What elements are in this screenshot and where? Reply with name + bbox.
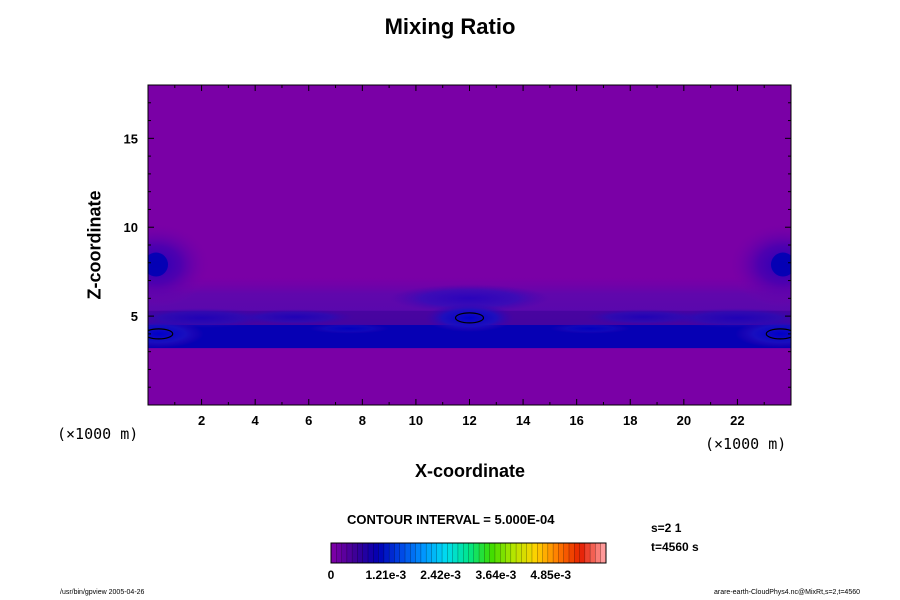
upper-lobe-right — [727, 222, 791, 307]
colorbar-tick-label: 3.64e-3 — [476, 568, 517, 582]
colorbar-cell — [331, 543, 337, 563]
colorbar-cell — [479, 543, 485, 563]
x-tick-label: 14 — [516, 413, 531, 428]
colorbar-cell — [452, 543, 459, 563]
band-blob — [550, 323, 631, 334]
lobe-core — [148, 252, 169, 277]
colorbar-cell — [558, 543, 564, 563]
layer-band — [148, 325, 791, 349]
colorbar-cell — [399, 543, 406, 563]
band-blob — [235, 309, 356, 325]
right-maximum — [735, 319, 791, 348]
colorbar-tick-label: 0 — [328, 568, 335, 582]
contour-line — [765, 328, 791, 340]
x-tick-label: 22 — [730, 413, 744, 428]
colorbar-cell — [383, 543, 390, 563]
contour-line — [454, 312, 485, 324]
colorbar-cell — [473, 543, 480, 563]
colorbar-cell — [505, 543, 512, 563]
colorbar-cell — [431, 543, 438, 563]
colorbar-cell — [373, 543, 379, 563]
colorbar-cell — [468, 543, 475, 563]
colorbar-cell — [410, 543, 416, 563]
x-tick-label: 18 — [623, 413, 637, 428]
colorbar-cell — [357, 543, 364, 563]
lobe-core — [770, 252, 791, 277]
colorbar-cell — [494, 543, 501, 563]
colorbar-cell — [574, 543, 580, 563]
colorbar-cell — [394, 543, 401, 563]
t-annotation: t=4560 s — [651, 540, 699, 554]
x-tick-label: 8 — [359, 413, 366, 428]
colorbar-cell — [341, 543, 348, 563]
colorbar-cell — [521, 543, 527, 563]
colorbar-cell — [489, 543, 496, 563]
x-tick-label: 20 — [677, 413, 691, 428]
z-tick-label: 5 — [131, 309, 138, 324]
central-maximum — [424, 303, 515, 332]
colorbar-cell — [484, 543, 490, 563]
colorbar-cell — [526, 543, 533, 563]
x-tick-label: 6 — [305, 413, 312, 428]
contour-line — [148, 328, 174, 340]
colorbar-cell — [553, 543, 559, 563]
s-annotation: s=2 1 — [651, 521, 682, 535]
colorbar-cell — [568, 543, 575, 563]
colorbar-cell — [405, 543, 411, 563]
colorbar-cell — [595, 543, 602, 563]
colorbar-cell — [579, 543, 586, 563]
colorbar-cell — [457, 543, 464, 563]
colorbar-cell — [563, 543, 570, 563]
colorbar-cell — [500, 543, 506, 563]
left-maximum — [148, 319, 204, 348]
z-tick-label: 15 — [124, 131, 138, 146]
colorbar-cell — [584, 543, 591, 563]
x-tick-label: 10 — [409, 413, 423, 428]
colorbar-cell — [368, 543, 374, 563]
footer-command: /usr/bin/gpview 2005-04-26 — [60, 589, 145, 596]
colorbar-cell — [442, 543, 448, 563]
colorbar-cell — [415, 543, 422, 563]
x-tick-label: 4 — [252, 413, 260, 428]
chart-title: Mixing Ratio — [384, 14, 516, 39]
z-axis-unit: (×1000 m) — [57, 425, 139, 443]
field-background — [148, 85, 791, 405]
z-tick-label: 10 — [124, 220, 138, 235]
colorbar-cell — [346, 543, 353, 563]
colorbar-tick-label: 2.42e-3 — [420, 568, 461, 582]
x-tick-label: 16 — [569, 413, 583, 428]
colorbar-cell — [389, 543, 395, 563]
colorbar-cell — [378, 543, 385, 563]
x-tick-label: 12 — [462, 413, 476, 428]
colorbar-cell — [447, 543, 453, 563]
footer-source: arare-earth-CloudPhys4.nc@MixRt,s=2,t=45… — [713, 589, 860, 596]
colorbar-tick-label: 1.21e-3 — [365, 568, 406, 582]
band-blob — [308, 323, 389, 334]
colorbar-cell — [600, 543, 607, 563]
contour-interval-label: CONTOUR INTERVAL = 5.000E-04 — [347, 512, 555, 527]
colorbar-cell — [362, 543, 369, 563]
colorbar-cell — [516, 543, 522, 563]
x-axis-unit: (×1000 m) — [705, 435, 787, 453]
x-tick-label: 2 — [198, 413, 205, 428]
colorbar-cell — [436, 543, 443, 563]
colorbar-cell — [531, 543, 538, 563]
colorbar-cell — [463, 543, 469, 563]
colorbar-cell — [336, 543, 342, 563]
colorbar-cell — [420, 543, 427, 563]
colorbar-cell — [352, 543, 358, 563]
x-axis-label: X-coordinate — [414, 461, 525, 481]
colorbar-tick-label: 4.85e-3 — [530, 568, 571, 582]
colorbar-cell — [537, 543, 543, 563]
colorbar-frame — [330, 542, 607, 564]
colorbar-cell — [547, 543, 554, 563]
band-blob — [389, 284, 550, 313]
colorbar-cell — [426, 543, 432, 563]
upper-lobe-left — [148, 222, 212, 307]
colorbar-cell — [590, 543, 596, 563]
colorbar-cell — [510, 543, 517, 563]
colorbar-cell — [542, 543, 549, 563]
